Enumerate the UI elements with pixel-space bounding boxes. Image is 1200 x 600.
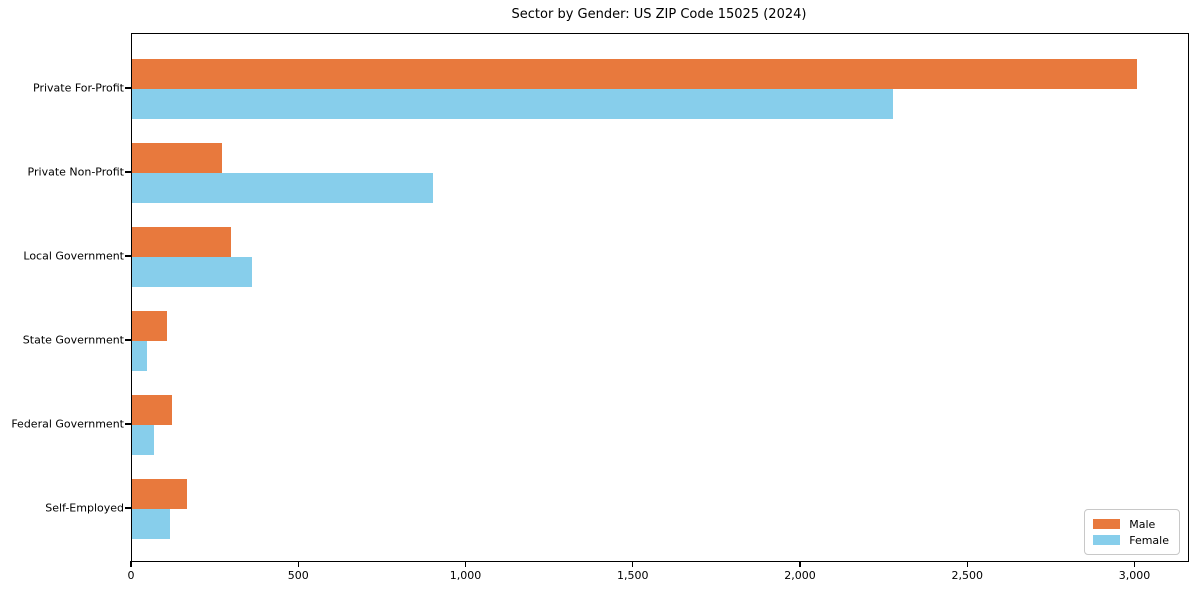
x-tick-label-2000: 2,000 [784, 569, 816, 582]
bar-male-self-employed [132, 479, 188, 509]
bar-female-self-employed [132, 509, 171, 539]
bar-male-private-non-profit [132, 143, 223, 173]
bar-male-private-for-profit [132, 59, 1138, 89]
x-tick-label-1500: 1,500 [616, 569, 649, 582]
legend: Male Female [1084, 509, 1180, 555]
x-tick-label-2500: 2,500 [951, 569, 983, 582]
bar-female-federal-government [132, 425, 154, 455]
x-tick-mark [1133, 561, 1136, 568]
y-tick-mark [125, 255, 131, 257]
legend-swatch-female [1093, 535, 1121, 545]
bar-male-local-government [132, 227, 231, 257]
y-tick-mark [125, 339, 131, 341]
plot-area: Male Female [131, 33, 1189, 562]
legend-label-female: Female [1129, 533, 1169, 547]
x-tick-mark [966, 561, 968, 568]
y-tick-mark [125, 171, 131, 173]
legend-swatch-male [1093, 519, 1121, 529]
bar-male-federal-government [132, 395, 173, 425]
bar-female-private-for-profit [132, 89, 893, 119]
x-tick-label-0: 0 [127, 569, 135, 582]
x-tick-mark [464, 561, 467, 568]
x-tick-mark [632, 561, 634, 568]
x-tick-mark [297, 561, 299, 568]
y-axis-label-local-government: Local Government [23, 249, 124, 263]
legend-row-female: Female [1093, 532, 1169, 548]
y-axis-label-state-government: State Government [22, 333, 124, 347]
bar-female-local-government [132, 257, 253, 287]
x-tick-label-3000: 3,000 [1118, 569, 1151, 582]
y-axis-label-private-for-profit: Private For-Profit [33, 81, 124, 95]
y-axis-label-private-non-profit: Private Non-Profit [27, 165, 124, 179]
x-tick-mark [130, 561, 132, 568]
legend-row-male: Male [1093, 516, 1169, 532]
x-tick-mark [799, 561, 801, 568]
y-tick-mark [125, 87, 131, 89]
bar-male-state-government [132, 311, 168, 341]
y-axis-label-federal-government: Federal Government [11, 417, 124, 431]
y-axis-label-self-employed: Self-Employed [45, 501, 124, 515]
x-tick-label-500: 500 [287, 569, 309, 582]
x-tick-label-1000: 1,000 [449, 569, 482, 582]
y-tick-mark [125, 423, 131, 425]
legend-label-male: Male [1129, 517, 1156, 531]
bar-female-private-non-profit [132, 173, 434, 203]
bar-female-state-government [132, 341, 148, 371]
chart-title: Sector by Gender: US ZIP Code 15025 (202… [511, 7, 807, 22]
y-tick-mark [125, 507, 131, 509]
